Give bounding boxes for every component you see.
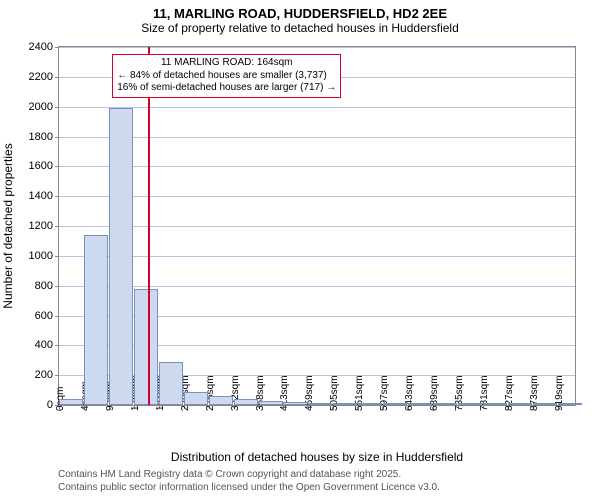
gridline [59,137,575,138]
xtick-label: 781sqm [479,375,490,411]
histogram-bar [209,396,233,405]
gridline [59,196,575,197]
ytick-label: 800 [35,280,59,292]
xtick-label: 413sqm [279,375,290,411]
title-main: 11, MARLING ROAD, HUDDERSFIELD, HD2 2EE [0,6,600,21]
title-sub: Size of property relative to detached ho… [0,21,600,35]
histogram-bar [358,403,382,405]
histogram-bar [433,403,457,405]
gridline [59,107,575,108]
gridline [59,256,575,257]
xtick-label: 505sqm [329,375,340,411]
ytick-label: 2200 [29,71,59,83]
ytick-label: 2400 [29,41,59,53]
gridline [59,166,575,167]
histogram-bar [234,399,258,405]
reference-line [148,47,150,405]
histogram-bar [333,403,357,405]
y-axis-label: Number of detached properties [1,143,15,308]
gridline [59,286,575,287]
histogram-bar [483,403,507,405]
xtick-label: 919sqm [554,375,565,411]
ytick-label: 1200 [29,220,59,232]
xtick-label: 873sqm [529,375,540,411]
histogram-bar [134,289,158,405]
ytick-label: 1800 [29,131,59,143]
ytick-label: 200 [35,369,59,381]
annotation-line-2: ← 84% of detached houses are smaller (3,… [117,70,336,83]
footer-attribution: Contains HM Land Registry data © Crown c… [58,468,440,494]
x-axis-label: Distribution of detached houses by size … [171,450,463,464]
xtick-label: 322sqm [230,375,241,411]
histogram-bar [458,403,482,405]
xtick-label: 827sqm [504,375,515,411]
histogram-bar [283,402,307,405]
chart-area: 0200400600800100012001400160018002000220… [58,46,576,406]
histogram-bar [59,399,83,405]
ytick-label: 1600 [29,160,59,172]
histogram-bar [533,403,557,405]
footer-line-1: Contains HM Land Registry data © Crown c… [58,468,440,481]
histogram-bar [109,108,133,405]
chart-titles: 11, MARLING ROAD, HUDDERSFIELD, HD2 2EE … [0,0,600,35]
histogram-bar [159,362,183,405]
histogram-bar [259,401,283,405]
xtick-label: 689sqm [429,375,440,411]
ytick-label: 1000 [29,250,59,262]
gridline [59,226,575,227]
xtick-label: 551sqm [354,375,365,411]
plot-region: 0200400600800100012001400160018002000220… [58,46,576,406]
ytick-label: 1400 [29,190,59,202]
ytick-label: 600 [35,310,59,322]
ytick-label: 2000 [29,101,59,113]
footer-line-2: Contains public sector information licen… [58,481,440,494]
histogram-bar [84,235,108,405]
xtick-label: 459sqm [304,375,315,411]
histogram-bar [558,403,582,405]
annotation-line-1: 11 MARLING ROAD: 164sqm [117,57,336,70]
gridline [59,47,575,48]
histogram-bar [383,403,407,405]
histogram-bar [408,403,432,405]
annotation-line-3: 16% of semi-detached houses are larger (… [117,82,336,95]
histogram-bar [508,403,532,405]
annotation-box: 11 MARLING ROAD: 164sqm← 84% of detached… [112,54,341,98]
xtick-label: 643sqm [404,375,415,411]
ytick-label: 400 [35,339,59,351]
histogram-bar [184,392,208,405]
xtick-label: 368sqm [255,375,266,411]
xtick-label: 597sqm [379,375,390,411]
histogram-bar [308,403,332,405]
xtick-label: 735sqm [454,375,465,411]
